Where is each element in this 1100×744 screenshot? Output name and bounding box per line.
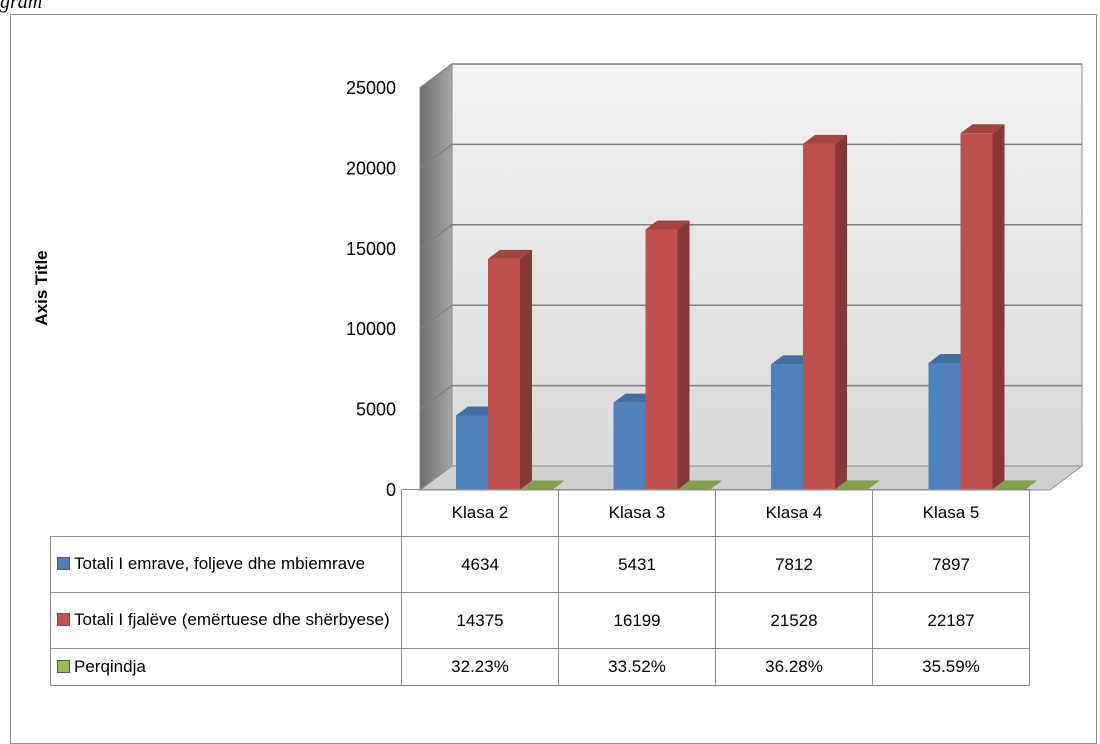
bar-side	[835, 134, 847, 490]
bar-top	[645, 220, 690, 230]
bar-side	[552, 480, 564, 490]
bar	[803, 134, 847, 490]
legend-label: Totali I emrave, foljeve dhe mbiemrave	[74, 554, 366, 574]
legend-entry: Totali I emrave, foljeve dhe mbiemrave	[50, 536, 402, 593]
data-label: 36.28%	[715, 648, 873, 686]
bar-top	[803, 134, 847, 144]
gridline	[419, 304, 1082, 330]
data-label: 33.52%	[558, 648, 716, 686]
y-axis-title: Axis Title	[32, 250, 51, 325]
bar-face	[613, 402, 646, 490]
gridline	[419, 224, 1082, 250]
bar-top	[992, 480, 1037, 490]
x-tick-label: Klasa 2	[401, 489, 559, 537]
bar-face	[456, 415, 488, 490]
bar-face	[771, 364, 803, 490]
legend-swatch	[57, 557, 70, 571]
caption-fragment: gram	[0, 0, 43, 13]
data-label: 4634	[401, 536, 559, 593]
table-row: Totali I fjalëve (emërtuese dhe shërbyes…	[50, 592, 1030, 649]
legend-entry: Perqindja	[50, 648, 402, 686]
bar	[960, 124, 1005, 491]
bar-face	[645, 229, 678, 490]
bar-side	[867, 480, 879, 490]
gridline	[419, 143, 1082, 169]
bar-top	[677, 480, 722, 490]
data-label: 32.23%	[401, 648, 559, 686]
data-table: Klasa 2 Klasa 3 Klasa 4 Klasa 5 Totali I emr…	[50, 489, 1030, 686]
y-tick-label: 10000	[346, 319, 396, 339]
y-tick-label: 5000	[356, 400, 396, 420]
side-wall	[419, 63, 453, 491]
legend-swatch	[57, 613, 70, 627]
data-label: 7812	[715, 536, 873, 593]
gridline	[419, 384, 1082, 411]
data-label: 35.59%	[872, 648, 1030, 686]
bar-top	[960, 124, 1005, 134]
y-tick-label: 20000	[346, 158, 396, 178]
bar-side	[709, 480, 722, 490]
legend-entry: Totali I fjalëve (emërtuese dhe shërbyes…	[50, 592, 402, 649]
table-row: Perqindja 32.23% 33.52% 36.28% 35.59%	[50, 648, 1030, 686]
bar-top	[835, 480, 879, 490]
bar	[645, 220, 690, 490]
bar-top	[520, 480, 564, 490]
y-tick-label: 25000	[346, 78, 396, 98]
data-label: 16199	[558, 592, 716, 649]
data-label: 7897	[872, 536, 1030, 593]
bar-top	[488, 249, 532, 259]
data-label: 22187	[872, 592, 1030, 649]
bar-face	[960, 133, 993, 491]
table-category-row: Klasa 2 Klasa 3 Klasa 4 Klasa 5	[50, 489, 1030, 537]
bar-side	[992, 124, 1005, 491]
data-label: 14375	[401, 592, 559, 649]
data-label: 5431	[558, 536, 716, 593]
x-tick-label: Klasa 3	[558, 489, 716, 537]
legend-label: Perqindja	[74, 656, 146, 676]
bar-face	[488, 258, 520, 490]
x-tick-label: Klasa 5	[872, 489, 1030, 537]
bar-face	[928, 363, 961, 490]
bar-face	[803, 143, 835, 490]
bar-side	[677, 220, 690, 490]
legend-label: Totali I fjalëve (emërtuese dhe shërbyes…	[74, 610, 390, 630]
bar-side	[1024, 480, 1037, 490]
gridline	[419, 63, 1082, 89]
bar-side	[520, 249, 532, 490]
table-row: Totali I emrave, foljeve dhe mbiemrave 46…	[50, 536, 1030, 593]
y-tick-label: 15000	[346, 239, 396, 259]
legend-swatch	[57, 659, 70, 673]
bar	[488, 249, 532, 490]
data-label: 21528	[715, 592, 873, 649]
x-tick-label: Klasa 4	[715, 489, 873, 537]
table-corner	[50, 489, 402, 537]
